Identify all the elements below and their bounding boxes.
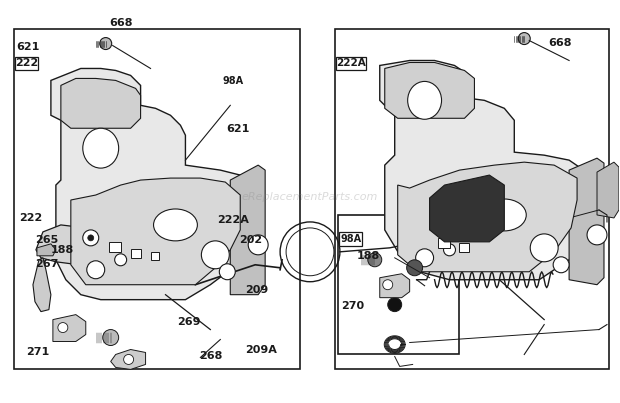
Bar [131, 249, 141, 258]
Polygon shape [230, 165, 265, 295]
Bar [151, 252, 159, 260]
Polygon shape [397, 162, 577, 272]
Polygon shape [33, 258, 51, 312]
Polygon shape [71, 178, 240, 285]
Text: 188: 188 [356, 251, 379, 261]
Bar [335, 29, 609, 370]
Ellipse shape [482, 199, 526, 231]
Text: 222A: 222A [218, 214, 249, 224]
Ellipse shape [83, 128, 118, 168]
Circle shape [407, 260, 423, 276]
Circle shape [219, 264, 235, 280]
Bar [14, 29, 300, 370]
Polygon shape [36, 225, 105, 265]
Polygon shape [61, 79, 141, 128]
Text: 621: 621 [226, 124, 250, 134]
Text: 209A: 209A [245, 345, 277, 355]
Ellipse shape [587, 225, 607, 245]
Text: 222A: 222A [336, 58, 366, 69]
Bar [338, 215, 459, 355]
Polygon shape [380, 274, 410, 298]
Bar [336, 56, 366, 71]
Polygon shape [569, 158, 604, 285]
Text: 267: 267 [35, 259, 58, 269]
Polygon shape [430, 175, 504, 242]
Circle shape [88, 235, 94, 241]
Text: 271: 271 [26, 347, 49, 357]
Text: 621: 621 [17, 42, 40, 52]
Ellipse shape [408, 81, 441, 119]
Ellipse shape [248, 235, 268, 255]
Circle shape [58, 322, 68, 332]
Text: 209: 209 [245, 285, 268, 295]
Circle shape [443, 244, 456, 256]
Circle shape [100, 37, 112, 50]
Text: 668: 668 [548, 38, 572, 48]
Polygon shape [380, 60, 591, 280]
Circle shape [87, 261, 105, 279]
Bar [15, 56, 38, 71]
Circle shape [383, 280, 392, 290]
Text: 668: 668 [109, 18, 133, 28]
Circle shape [368, 253, 382, 267]
Text: 98A: 98A [222, 76, 244, 86]
Text: eReplacementParts.com: eReplacementParts.com [242, 193, 378, 202]
Text: 222: 222 [15, 58, 38, 69]
Circle shape [123, 355, 134, 364]
Bar [438, 238, 450, 248]
Circle shape [415, 249, 433, 267]
Circle shape [553, 257, 569, 273]
Circle shape [103, 330, 118, 345]
Polygon shape [51, 69, 258, 300]
Text: 222: 222 [20, 212, 43, 222]
Circle shape [388, 298, 402, 312]
Polygon shape [111, 349, 146, 370]
Text: 265: 265 [35, 235, 58, 245]
Bar [339, 232, 362, 246]
Text: 270: 270 [341, 301, 364, 311]
Text: 268: 268 [199, 351, 222, 361]
Text: 269: 269 [177, 317, 201, 327]
Polygon shape [385, 62, 474, 118]
Polygon shape [37, 244, 56, 256]
Bar [459, 243, 469, 252]
Circle shape [115, 254, 126, 266]
Text: 98A: 98A [340, 234, 361, 244]
Text: 202: 202 [239, 235, 262, 245]
Circle shape [518, 33, 530, 45]
Ellipse shape [154, 209, 197, 241]
Circle shape [83, 230, 99, 246]
Ellipse shape [202, 241, 229, 269]
Polygon shape [53, 315, 86, 341]
Polygon shape [597, 162, 619, 218]
Ellipse shape [530, 234, 558, 262]
Text: 188: 188 [50, 245, 74, 255]
Bar [108, 242, 121, 252]
